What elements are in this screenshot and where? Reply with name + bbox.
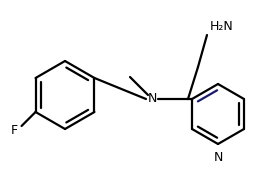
Text: N: N bbox=[147, 93, 157, 105]
Text: F: F bbox=[11, 124, 18, 136]
Text: N: N bbox=[213, 151, 223, 164]
Text: H₂N: H₂N bbox=[210, 21, 234, 33]
